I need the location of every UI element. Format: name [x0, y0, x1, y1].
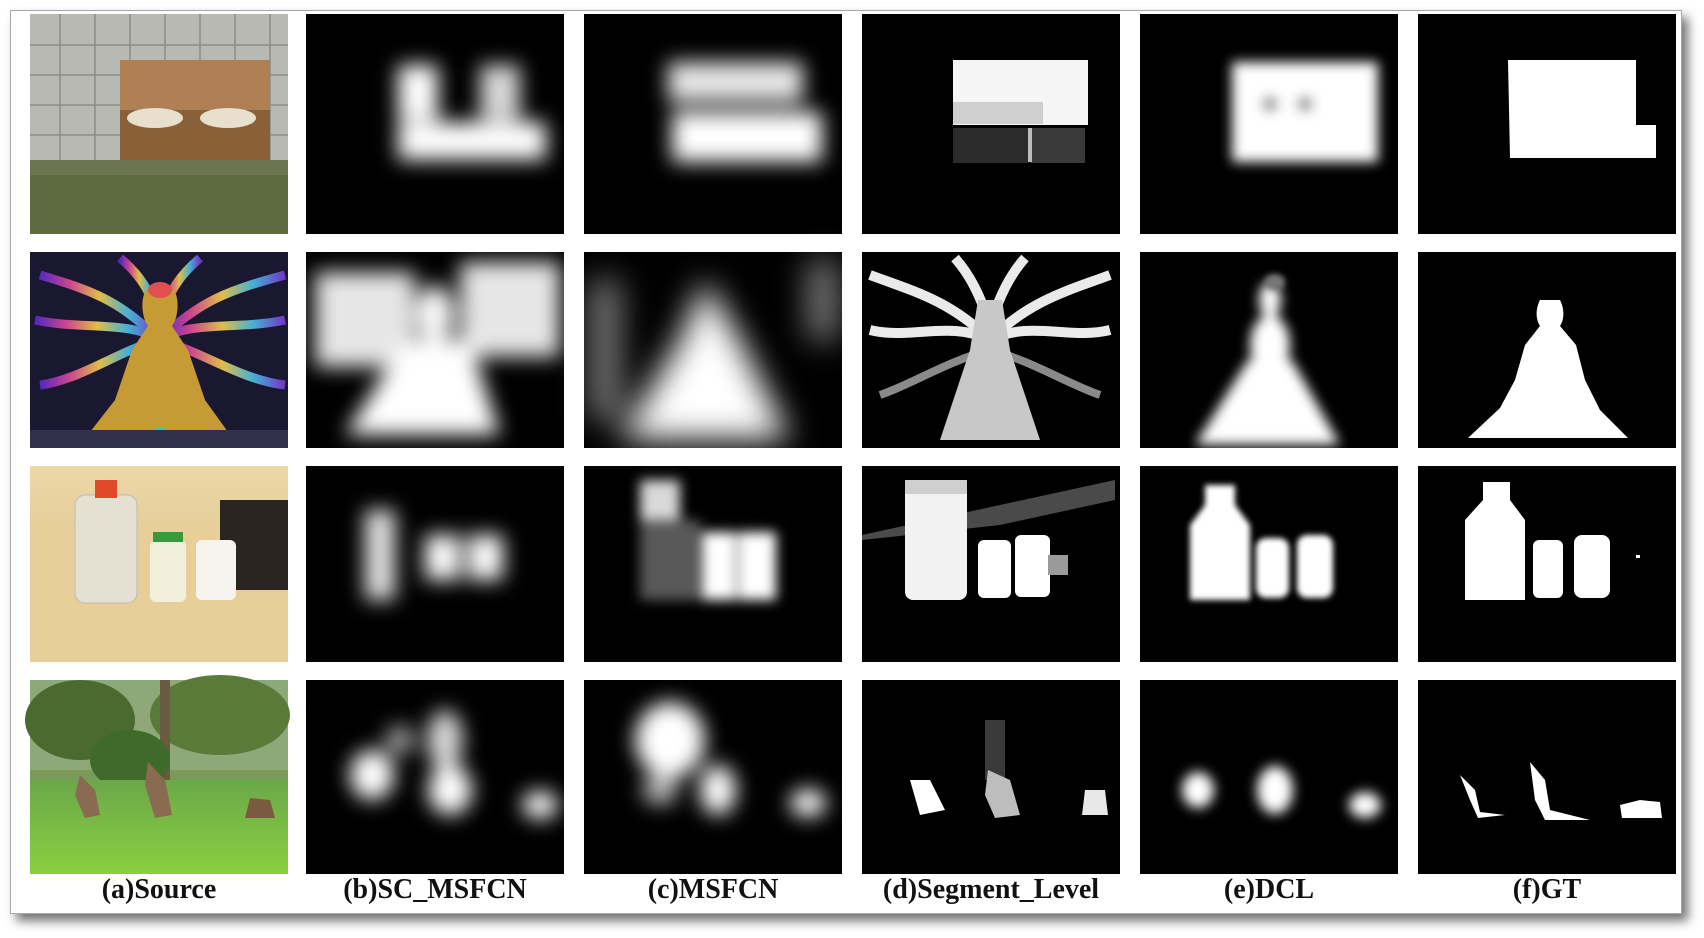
- saliency-map-sc-msfcn-row-4: [306, 680, 564, 874]
- saliency-map-segment-level-row-4: [862, 680, 1120, 874]
- caption-dcl: (e)DCL: [1223, 874, 1315, 905]
- ground-truth-row-1: [1418, 14, 1676, 234]
- caption-msfcn: (c)MSFCN: [647, 874, 779, 905]
- caption-segment-level: (d)Segment_Level: [882, 874, 1100, 905]
- saliency-map-segment-level-row-1: [862, 14, 1120, 234]
- source-image-row-2: [30, 252, 288, 448]
- saliency-map-msfcn-row-4: [584, 680, 842, 874]
- saliency-map-sc-msfcn-row-2: [306, 252, 564, 448]
- source-image-row-3: [30, 466, 288, 662]
- caption-source: (a)Source: [101, 874, 217, 905]
- saliency-map-segment-level-row-3: [862, 466, 1120, 662]
- caption-sc-msfcn: (b)SC_MSFCN: [343, 874, 527, 905]
- source-image-row-4: [25, 675, 290, 874]
- saliency-map-msfcn-row-3: [584, 466, 842, 662]
- saliency-map-segment-level-row-2: [862, 252, 1120, 448]
- saliency-map-sc-msfcn-row-1: [306, 14, 564, 234]
- saliency-map-dcl-row-2: [1140, 252, 1398, 448]
- saliency-map-dcl-row-3: [1140, 466, 1398, 662]
- saliency-map-msfcn-row-1: [584, 14, 842, 234]
- ground-truth-row-2: [1418, 252, 1676, 448]
- source-image-row-1: [30, 14, 288, 234]
- saliency-map-dcl-row-4: [1140, 680, 1398, 874]
- figure-frame: [10, 10, 1682, 914]
- ground-truth-row-3: [1418, 466, 1676, 662]
- saliency-map-dcl-row-1: [1140, 14, 1398, 234]
- caption-gt: (f)GT: [1512, 874, 1582, 905]
- saliency-map-msfcn-row-2: [584, 252, 842, 448]
- ground-truth-row-4: [1418, 680, 1676, 874]
- saliency-map-sc-msfcn-row-3: [306, 466, 564, 662]
